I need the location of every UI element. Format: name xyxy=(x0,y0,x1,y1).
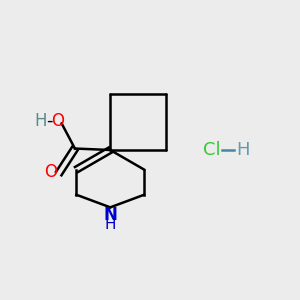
Text: H: H xyxy=(104,217,116,232)
Text: O: O xyxy=(44,163,57,181)
Text: N: N xyxy=(103,206,117,224)
Text: H: H xyxy=(236,141,250,159)
Text: O: O xyxy=(51,112,64,130)
Text: H: H xyxy=(35,112,47,130)
Text: -: - xyxy=(46,112,52,130)
Text: Cl: Cl xyxy=(203,141,220,159)
